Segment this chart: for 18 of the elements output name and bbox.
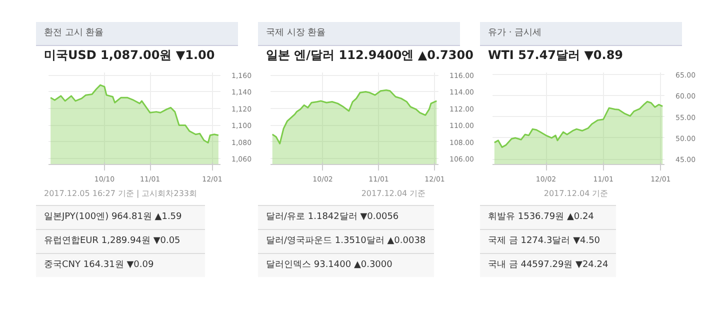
text: 유럽연합EUR 1,289.94원 ▼0.05 [36, 229, 205, 254]
text: 국제 금 1274.3달러 ▼4.50 [480, 229, 616, 254]
text: 2017.12.05 16:27 기준 | 고시회차233회 [43, 188, 198, 200]
text: 2017.12.04 기준 [542, 188, 610, 200]
text: 달러/유로 1.1842달러 ▼0.0056 [258, 205, 434, 230]
chart-title: 유가 · 금시세 [480, 22, 682, 46]
text: 달러인덱스 93.1400 ▲0.3000 [258, 253, 434, 277]
text: 달러/영국파운드 1.3510달러 ▲0.0038 [258, 229, 434, 254]
text: 2017.12.04 기준 [360, 188, 427, 200]
text: 국내 금 44597.29원 ▼24.24 [480, 253, 616, 277]
chart-subtitle: 일본 엔/달러 112.9400엔 ▲0.7300 [265, 47, 474, 64]
chart-subtitle: WTI 57.47달러 ▼0.89 [487, 47, 624, 64]
chart-subtitle: 미국USD 1,087.00원 ▼1.00 [43, 47, 216, 64]
text: 중국CNY 164.31원 ▼0.09 [36, 253, 205, 277]
text: 일본JPY(100엔) 964.81원 ▲1.59 [36, 205, 205, 230]
chart-title: 환전 고시 환율 [36, 22, 238, 46]
chart-title: 국제 시장 환율 [258, 22, 460, 46]
text: 휘발유 1536.79원 ▲0.24 [480, 205, 616, 230]
